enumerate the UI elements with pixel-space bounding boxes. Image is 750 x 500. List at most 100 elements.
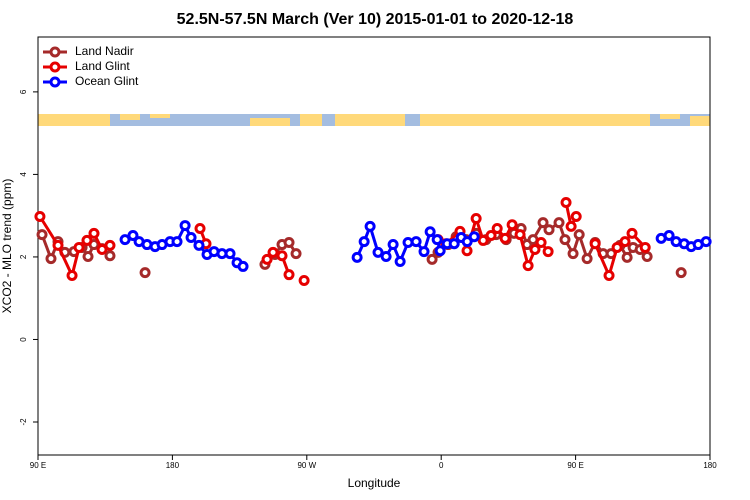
y-tick-label: -2 — [19, 418, 28, 426]
point — [34, 210, 46, 222]
point — [663, 229, 675, 241]
point — [619, 236, 631, 248]
point — [477, 234, 489, 246]
point — [611, 241, 623, 253]
point — [185, 232, 197, 244]
point — [88, 227, 100, 239]
point — [139, 267, 151, 279]
point — [237, 260, 249, 272]
point — [700, 236, 712, 248]
legend-marker — [49, 61, 61, 73]
point — [45, 253, 57, 265]
point — [514, 229, 526, 241]
point — [431, 234, 443, 246]
point — [290, 248, 302, 260]
point — [565, 220, 577, 232]
legend-label: Ocean Glint — [75, 74, 139, 88]
point — [573, 229, 585, 241]
legend-marker — [49, 46, 61, 58]
point — [351, 251, 363, 263]
map-strip — [38, 114, 710, 126]
x-tick-label: 90 E — [30, 461, 46, 470]
point — [387, 239, 399, 251]
x-tick-label: 180 — [166, 461, 180, 470]
point — [639, 241, 651, 253]
y-tick-label: 4 — [19, 172, 28, 177]
point — [461, 236, 473, 248]
point — [485, 229, 497, 241]
point — [73, 241, 85, 253]
x-tick-label: 90 W — [297, 461, 316, 470]
point — [560, 196, 572, 208]
point — [589, 238, 601, 250]
point — [179, 220, 191, 232]
point — [119, 234, 131, 246]
point — [535, 236, 547, 248]
point — [127, 229, 139, 241]
point — [81, 234, 93, 246]
point — [104, 250, 116, 262]
legend-label: Land Nadir — [75, 44, 134, 58]
point — [468, 231, 480, 243]
point — [522, 260, 534, 272]
point — [283, 236, 295, 248]
legend-label: Land Glint — [75, 59, 130, 73]
point — [543, 224, 555, 236]
point — [36, 229, 48, 241]
y-tick-label: 0 — [19, 337, 28, 342]
point — [96, 244, 108, 256]
plot-frame — [37, 36, 711, 456]
point — [542, 246, 554, 258]
point — [394, 255, 406, 267]
x-tick-label: 90 E — [567, 461, 583, 470]
point — [82, 251, 94, 263]
point — [372, 246, 384, 258]
point — [448, 238, 460, 250]
point — [66, 270, 78, 282]
point — [559, 234, 571, 246]
point — [434, 245, 446, 257]
point — [529, 244, 541, 256]
point — [581, 253, 593, 265]
point — [621, 251, 633, 263]
x-tick-label: 180 — [703, 461, 717, 470]
point — [553, 217, 565, 229]
point — [461, 245, 473, 257]
point — [380, 251, 392, 263]
point — [418, 246, 430, 258]
point — [193, 239, 205, 251]
point — [567, 248, 579, 260]
point — [626, 227, 638, 239]
y-tick-label: 2 — [19, 254, 28, 259]
point — [641, 251, 653, 263]
point — [426, 253, 438, 265]
point — [52, 239, 64, 251]
point — [276, 250, 288, 262]
point — [298, 274, 310, 286]
point — [570, 210, 582, 222]
point — [470, 213, 482, 225]
legend-marker — [49, 76, 61, 88]
point — [410, 236, 422, 248]
y-axis-label: XCO2 - MLO trend (ppm) — [0, 179, 14, 314]
point — [171, 236, 183, 248]
point — [603, 270, 615, 282]
x-tick-label: 0 — [439, 461, 444, 470]
y-tick-label: 6 — [19, 89, 28, 94]
chart-title: 52.5N-57.5N March (Ver 10) 2015-01-01 to… — [177, 11, 574, 28]
point — [194, 222, 206, 234]
point — [104, 239, 116, 251]
point — [283, 269, 295, 281]
x-axis-label: Longitude — [348, 476, 401, 490]
point — [506, 219, 518, 231]
point — [261, 253, 273, 265]
point — [675, 267, 687, 279]
point — [499, 232, 511, 244]
point — [424, 226, 436, 238]
point — [491, 222, 503, 234]
point — [267, 246, 279, 258]
point — [364, 220, 376, 232]
point — [537, 217, 549, 229]
point — [358, 236, 370, 248]
